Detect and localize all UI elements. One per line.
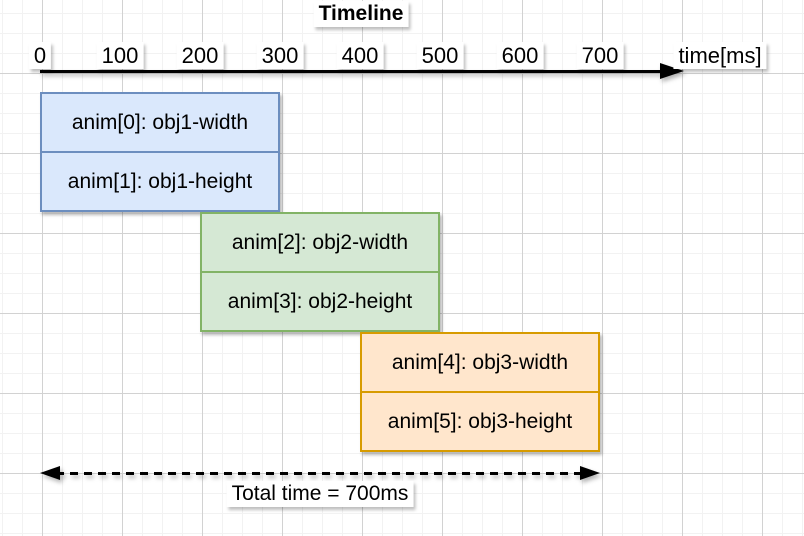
axis-tick-700: 700 xyxy=(576,42,624,70)
total-time-arrow xyxy=(40,466,600,481)
anim-bar: anim[2]: obj2-width xyxy=(231,230,409,254)
axis-tick-400: 400 xyxy=(336,42,384,70)
track-obj3: anim[4]: obj3-width anim[5]: obj3-height xyxy=(360,332,600,452)
axis-tick-200: 200 xyxy=(176,42,224,70)
time-axis-line xyxy=(40,70,662,73)
axis-tick-0: 0 xyxy=(28,42,52,70)
arrowhead-left-icon xyxy=(40,466,60,480)
axis-tick-100: 100 xyxy=(96,42,144,70)
track-obj1: anim[0]: obj1-width anim[1]: obj1-height xyxy=(40,92,280,212)
diagram-title: Timeline xyxy=(313,1,409,28)
axis-tick-300: 300 xyxy=(256,42,304,70)
anim-bar: anim[1]: obj1-height xyxy=(42,151,278,210)
dashed-line xyxy=(56,472,584,475)
arrowhead-right-icon xyxy=(580,466,600,480)
axis-unit-label: time[ms] xyxy=(673,42,767,70)
total-time-label: Total time = 700ms xyxy=(226,481,414,508)
axis-tick-600: 600 xyxy=(496,42,544,70)
axis-tick-500: 500 xyxy=(416,42,464,70)
anim-bar: anim[4]: obj3-width xyxy=(391,350,569,374)
anim-bar: anim[3]: obj2-height xyxy=(202,271,438,330)
anim-bar: anim[5]: obj3-height xyxy=(362,391,598,450)
track-obj2: anim[2]: obj2-width anim[3]: obj2-height xyxy=(200,212,440,332)
anim-bar: anim[0]: obj1-width xyxy=(71,110,249,134)
